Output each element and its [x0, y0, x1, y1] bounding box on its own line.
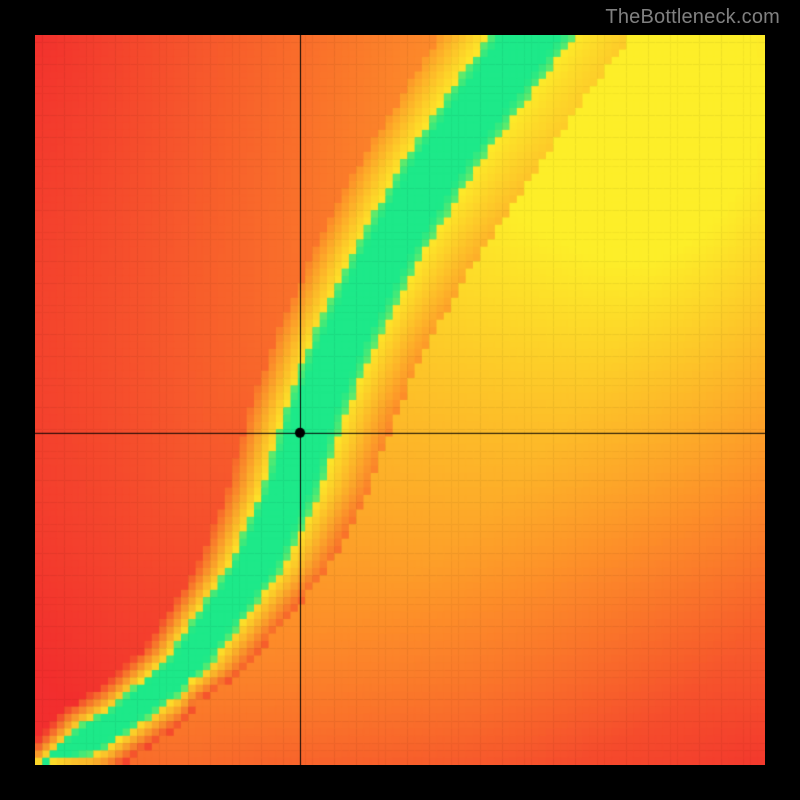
- heatmap-canvas: [35, 35, 765, 765]
- heatmap-plot: [35, 35, 765, 765]
- watermark-text: TheBottleneck.com: [605, 6, 780, 29]
